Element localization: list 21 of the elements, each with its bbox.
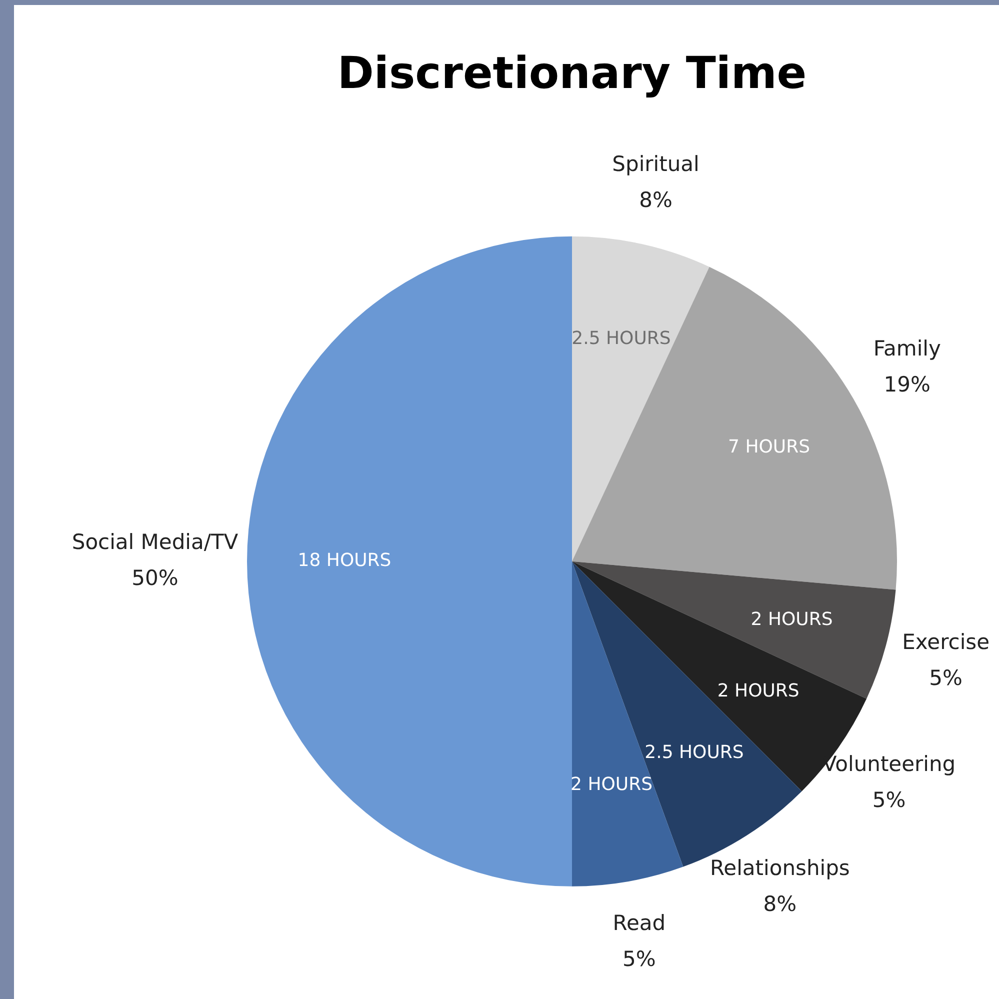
slice-label: Social Media/TV	[72, 530, 239, 554]
slice-label: Exercise	[902, 630, 990, 654]
data-label: 2 HOURS	[750, 608, 833, 630]
text: 8%	[763, 892, 797, 916]
chart-title: Discretionary Time	[337, 48, 807, 99]
data-label: 2 HOURS	[717, 680, 800, 702]
text: 5%	[929, 666, 962, 690]
data-label: 2 HOURS	[570, 774, 652, 796]
data-label: 7 HOURS	[728, 436, 810, 458]
slice-label: Read	[612, 910, 666, 935]
slice-label: Relationships	[710, 856, 850, 880]
text: 5%	[622, 946, 656, 971]
data-label: 2.5 HOURS	[644, 742, 744, 763]
text: 8%	[639, 188, 672, 212]
text: 50%	[132, 566, 178, 590]
slice-label: Spiritual	[612, 152, 700, 176]
slice-label: Family	[873, 336, 941, 360]
text: 5%	[872, 788, 906, 812]
text: 19%	[884, 372, 930, 396]
data-label: 2.5 HOURS	[572, 328, 671, 349]
data-label: 18 HOURS	[298, 550, 392, 572]
